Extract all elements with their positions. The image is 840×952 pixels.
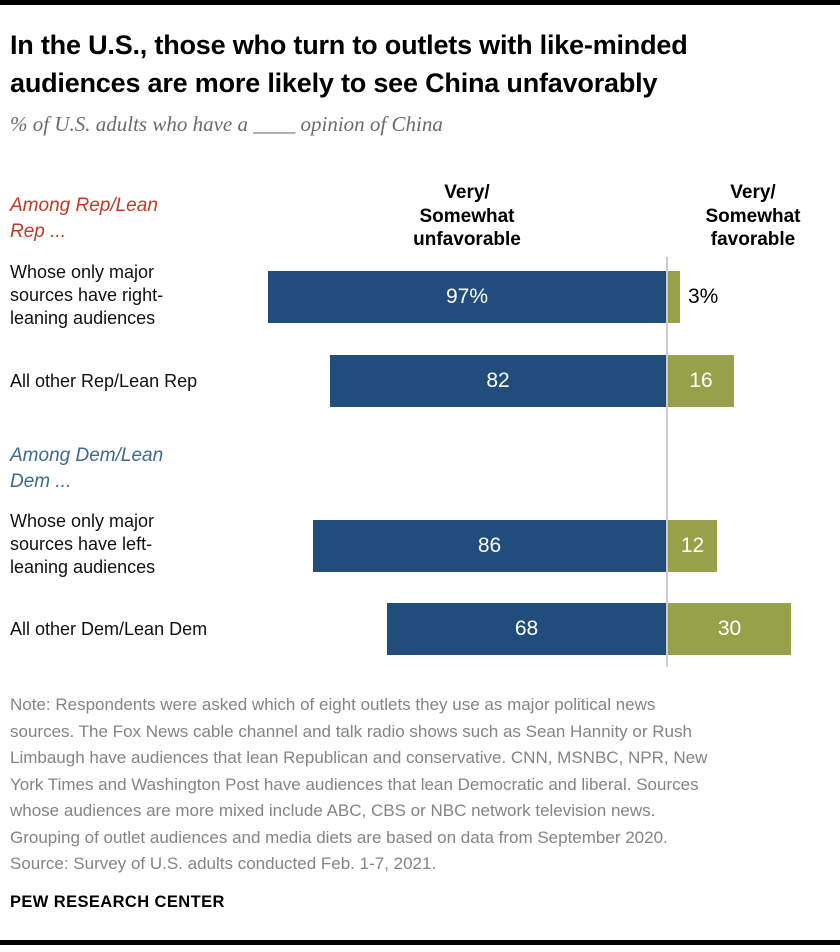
bar-value-label: 82 <box>486 369 510 392</box>
bar-unfavorable: 82 <box>330 355 666 407</box>
axis-divider-line <box>666 257 668 667</box>
bar-value-label: 12 <box>680 534 705 557</box>
bar-value-label: 86 <box>477 534 502 557</box>
page-subtitle: % of U.S. adults who have a ____ opinion… <box>10 112 443 136</box>
row-label: All other Dem/Lean Dem <box>10 619 208 639</box>
column-header-unfavorable: Very/ Somewhat unfavorable <box>413 182 521 250</box>
bar-unfavorable: 86 <box>313 520 666 572</box>
bar-favorable: 12 <box>668 520 717 572</box>
bar-value-label: 16 <box>689 369 713 392</box>
top-rule <box>0 0 840 5</box>
bar-value-label: 68 <box>514 617 539 640</box>
group-label-rep: Among Rep/Lean Rep ... <box>10 195 158 242</box>
column-header-favorable: Very/ Somewhat favorable <box>705 182 801 250</box>
bar-value-label: 3% <box>688 285 719 308</box>
bar-unfavorable: 68 <box>387 603 666 655</box>
bar-favorable: 16 <box>668 355 734 407</box>
bar-value-label: 30 <box>717 617 742 640</box>
row-label: All other Rep/Lean Rep <box>10 371 198 391</box>
diverging-bar-chart: Among Rep/Lean Rep ... Among Dem/Lean De… <box>0 160 840 692</box>
bar-favorable <box>668 271 680 323</box>
group-label-dem: Among Dem/Lean Dem ... <box>10 445 164 492</box>
bar-favorable: 30 <box>668 603 791 655</box>
bar-unfavorable: 97% <box>268 271 666 323</box>
bar-value-label: 97% <box>445 285 489 308</box>
page-title: In the U.S., those who turn to outlets w… <box>10 30 688 98</box>
row-label: Whose only major sources have right- lea… <box>10 262 164 328</box>
brand-footer: PEW RESEARCH CENTER <box>10 893 225 911</box>
row-label: Whose only major sources have left- lean… <box>10 511 156 577</box>
footnote: Note: Respondents were asked which of ei… <box>10 695 708 873</box>
bottom-rule <box>0 940 840 945</box>
